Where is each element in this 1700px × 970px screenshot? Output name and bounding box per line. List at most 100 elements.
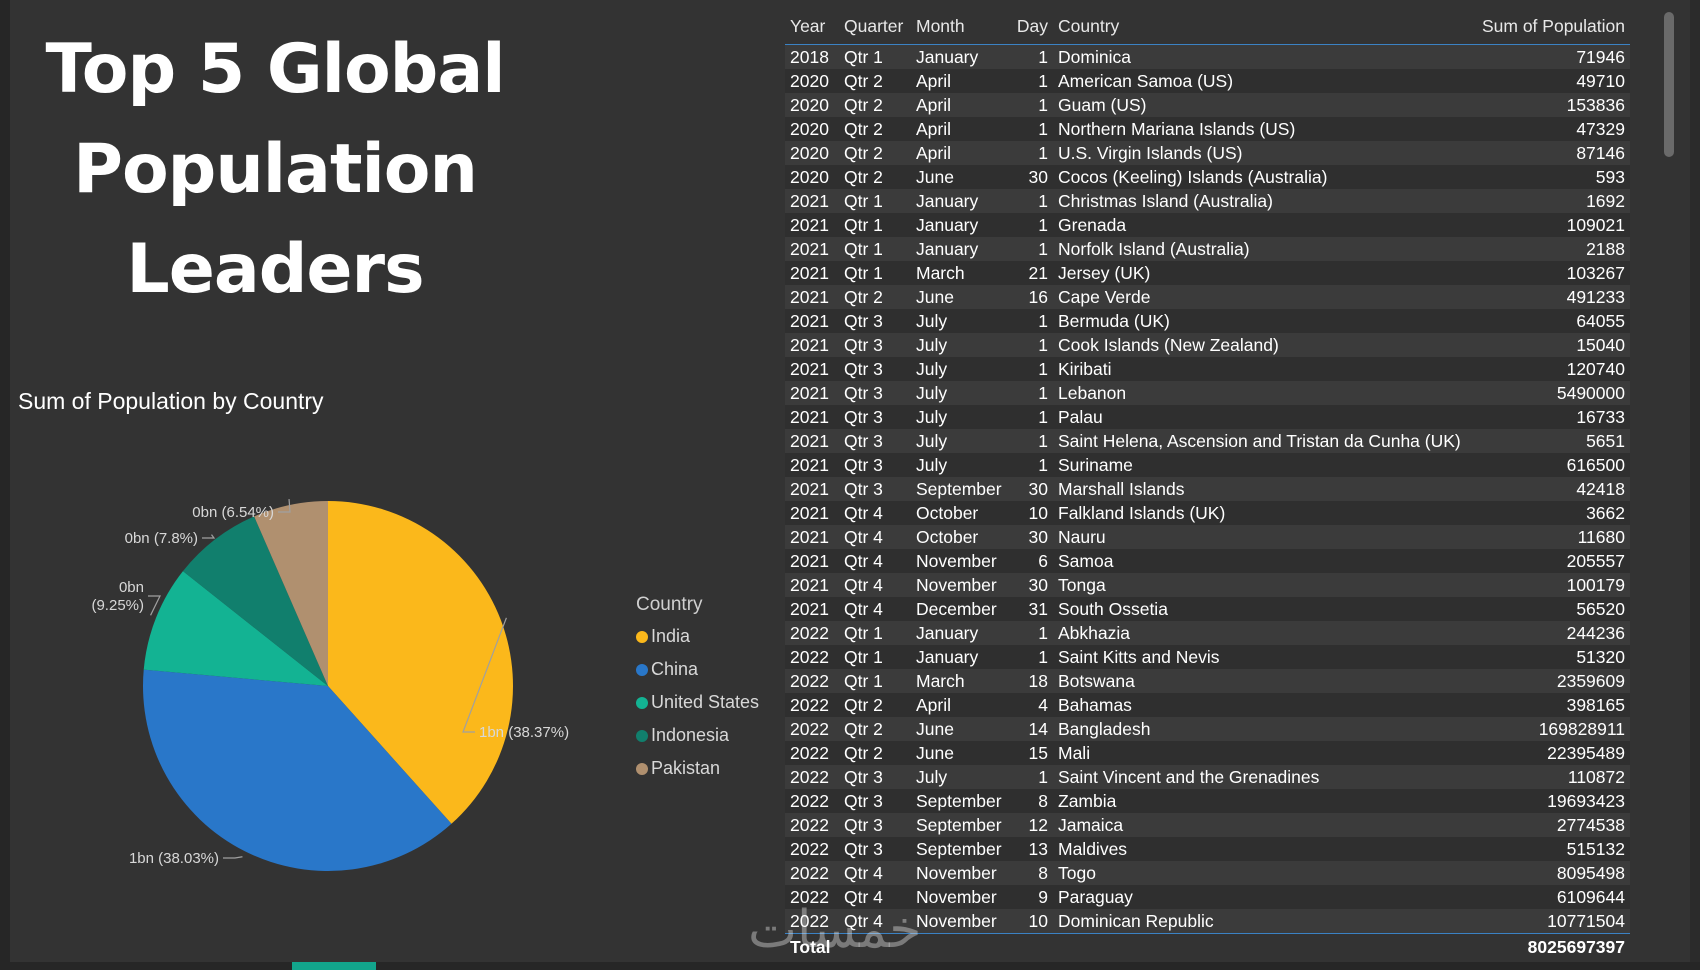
legend-item[interactable]: Pakistan xyxy=(636,752,759,785)
legend-item[interactable]: Indonesia xyxy=(636,719,759,752)
cell-quarter: Qtr 3 xyxy=(839,381,911,405)
table-row[interactable]: 2021 Qtr 1 January 1 Norfolk Island (Austral… xyxy=(785,237,1630,261)
table-row[interactable]: 2022 Qtr 3 July 1 Saint Vincent and the Gren… xyxy=(785,765,1630,789)
cell-year: 2022 xyxy=(785,765,839,789)
cell-year: 2022 xyxy=(785,717,839,741)
legend-item[interactable]: China xyxy=(636,653,759,686)
pie-leader-line xyxy=(202,534,216,539)
cell-month: November xyxy=(911,885,1007,909)
table-scrollbar[interactable] xyxy=(1664,12,1674,157)
table-row[interactable]: 2021 Qtr 3 July 1 Suriname 616500 xyxy=(785,453,1630,477)
cell-year: 2021 xyxy=(785,261,839,285)
legend-swatch-icon xyxy=(636,762,648,775)
cell-country: Kiribati xyxy=(1053,357,1474,381)
table-row[interactable]: 2020 Qtr 2 April 1 American Samoa (US) 49710 xyxy=(785,69,1630,93)
cell-month: November xyxy=(911,549,1007,573)
table-row[interactable]: 2022 Qtr 4 November 10 Dominican Republic 107… xyxy=(785,909,1630,934)
cell-day: 8 xyxy=(1007,789,1053,813)
cell-day: 1 xyxy=(1007,429,1053,453)
cell-year: 2021 xyxy=(785,357,839,381)
pie-slice[interactable] xyxy=(254,501,328,686)
table-row[interactable]: 2021 Qtr 3 July 1 Cook Islands (New Zealand)… xyxy=(785,333,1630,357)
table-row[interactable]: 2022 Qtr 2 April 4 Bahamas 398165 xyxy=(785,693,1630,717)
cell-year: 2020 xyxy=(785,165,839,189)
header-country[interactable]: Country xyxy=(1058,15,1120,36)
cell-day: 15 xyxy=(1007,741,1053,765)
pie-slice[interactable] xyxy=(328,501,514,824)
table-row[interactable]: 2021 Qtr 2 June 16 Cape Verde 491233 xyxy=(785,285,1630,309)
legend-item[interactable]: India xyxy=(636,620,759,653)
cell-population: 109021 xyxy=(1473,213,1630,237)
cell-month: January xyxy=(911,645,1007,669)
pie-slice[interactable] xyxy=(143,669,452,872)
cell-quarter: Qtr 1 xyxy=(839,261,911,285)
cell-year: 2021 xyxy=(785,285,839,309)
table-row[interactable]: 2021 Qtr 1 March 21 Jersey (UK) 103267 xyxy=(785,261,1630,285)
table-row[interactable]: 2021 Qtr 3 July 1 Lebanon 5490000 xyxy=(785,381,1630,405)
cell-population: 1692 xyxy=(1473,189,1630,213)
table-row[interactable]: 2022 Qtr 1 January 1 Abkhazia 244236 xyxy=(785,621,1630,645)
table-row[interactable]: 2021 Qtr 3 September 30 Marshall Islands 4241… xyxy=(785,477,1630,501)
cell-day: 10 xyxy=(1007,909,1053,934)
cell-year: 2022 xyxy=(785,885,839,909)
table-row[interactable]: 2021 Qtr 3 July 1 Palau 16733 xyxy=(785,405,1630,429)
cell-population: 3662 xyxy=(1473,501,1630,525)
cell-population: 593 xyxy=(1473,165,1630,189)
header-quarter[interactable]: Quarter xyxy=(844,15,904,36)
cell-population: 8095498 xyxy=(1473,861,1630,885)
cell-year: 2021 xyxy=(785,333,839,357)
table-row[interactable]: 2020 Qtr 2 April 1 Guam (US) 153836 xyxy=(785,93,1630,117)
cell-country: Dominican Republic xyxy=(1053,909,1474,934)
cell-year: 2021 xyxy=(785,213,839,237)
table-row[interactable]: 2022 Qtr 3 September 12 Jamaica 2774538 xyxy=(785,813,1630,837)
table-row[interactable]: 2022 Qtr 2 June 14 Bangladesh 169828911 xyxy=(785,717,1630,741)
cell-quarter: Qtr 2 xyxy=(839,693,911,717)
table-row[interactable]: 2021 Qtr 4 December 31 South Ossetia 56520 xyxy=(785,597,1630,621)
table-row[interactable]: 2021 Qtr 4 November 30 Tonga 100179 xyxy=(785,573,1630,597)
table-row[interactable]: 2022 Qtr 4 November 8 Togo 8095498 xyxy=(785,861,1630,885)
table-row[interactable]: 2021 Qtr 4 October 10 Falkland Islands (UK) 3… xyxy=(785,501,1630,525)
table-row[interactable]: 2022 Qtr 1 March 18 Botswana 2359609 xyxy=(785,669,1630,693)
cell-month: June xyxy=(911,165,1007,189)
cell-population: 71946 xyxy=(1473,44,1630,69)
table-row[interactable]: 2022 Qtr 1 January 1 Saint Kitts and Nevis 51… xyxy=(785,645,1630,669)
cell-day: 1 xyxy=(1007,93,1053,117)
table-row[interactable]: 2020 Qtr 2 June 30 Cocos (Keeling) Islands (… xyxy=(785,165,1630,189)
active-page-tab[interactable] xyxy=(292,962,376,970)
table-row[interactable]: 2021 Qtr 3 July 1 Bermuda (UK) 64055 xyxy=(785,309,1630,333)
table-row[interactable]: 2021 Qtr 4 October 30 Nauru 11680 xyxy=(785,525,1630,549)
header-sum-of-population[interactable]: Sum of Population xyxy=(1481,15,1625,36)
cell-month: June xyxy=(911,741,1007,765)
table-row[interactable]: 2018 Qtr 1 January 1 Dominica 71946 xyxy=(785,44,1630,69)
cell-country: Cocos (Keeling) Islands (Australia) xyxy=(1053,165,1474,189)
table-row[interactable]: 2022 Qtr 3 September 8 Zambia 19693423 xyxy=(785,789,1630,813)
table-row[interactable]: 2021 Qtr 1 January 1 Christmas Island (Austr… xyxy=(785,189,1630,213)
cell-month: July xyxy=(911,429,1007,453)
pie-slice[interactable] xyxy=(182,516,328,686)
cell-day: 1 xyxy=(1007,333,1053,357)
table-row[interactable]: 2021 Qtr 3 July 1 Saint Helena, Ascension an… xyxy=(785,429,1630,453)
table-row[interactable]: 2021 Qtr 4 November 6 Samoa 205557 xyxy=(785,549,1630,573)
pie-data-label: 1bn (38.37%) xyxy=(479,724,569,741)
header-month[interactable]: Month xyxy=(916,15,965,36)
cell-quarter: Qtr 1 xyxy=(839,189,911,213)
cell-year: 2022 xyxy=(785,789,839,813)
cell-year: 2021 xyxy=(785,477,839,501)
table-row[interactable]: 2021 Qtr 3 July 1 Kiribati 120740 xyxy=(785,357,1630,381)
data-table-container[interactable]: Year Quarter Month Day Country Sum of Po… xyxy=(785,8,1630,960)
pie-slice[interactable] xyxy=(143,571,328,686)
cell-month: July xyxy=(911,453,1007,477)
header-day[interactable]: Day xyxy=(1016,15,1048,36)
table-row[interactable]: 2020 Qtr 2 April 1 U.S. Virgin Islands (US) 8… xyxy=(785,141,1630,165)
cell-month: July xyxy=(911,381,1007,405)
cell-day: 31 xyxy=(1007,597,1053,621)
cell-country: Bermuda (UK) xyxy=(1053,309,1474,333)
cell-month: April xyxy=(911,141,1007,165)
table-row[interactable]: 2021 Qtr 1 January 1 Grenada 109021 xyxy=(785,213,1630,237)
table-row[interactable]: 2020 Qtr 2 April 1 Northern Mariana Islands … xyxy=(785,117,1630,141)
table-row[interactable]: 2022 Qtr 3 September 13 Maldives 515132 xyxy=(785,837,1630,861)
table-row[interactable]: 2022 Qtr 2 June 15 Mali 22395489 xyxy=(785,741,1630,765)
table-row[interactable]: 2022 Qtr 4 November 9 Paraguay 6109644 xyxy=(785,885,1630,909)
header-year[interactable]: Year xyxy=(790,15,826,36)
legend-item[interactable]: United States xyxy=(636,686,759,719)
